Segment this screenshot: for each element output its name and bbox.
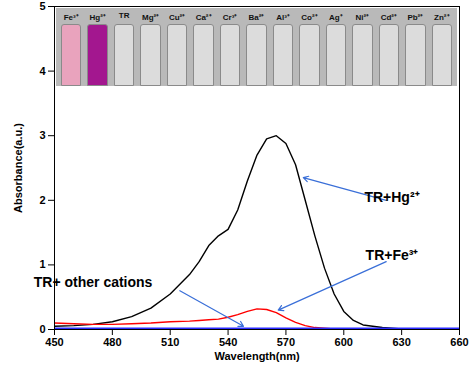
svg-text:4: 4 <box>39 65 46 77</box>
svg-text:Absorbance(a.u.): Absorbance(a.u.) <box>12 123 24 213</box>
html-text:Zn²⁺: Zn²⁺ <box>434 13 450 22</box>
svg-text:450: 450 <box>45 336 63 348</box>
html-text:Cr³⁺: Cr³⁺ <box>222 13 238 22</box>
svg-text:5: 5 <box>39 0 45 12</box>
html-text:Cd²⁺: Cd²⁺ <box>380 13 397 22</box>
html-text:TR: TR <box>118 11 130 20</box>
html-text:Ba²⁺: Ba²⁺ <box>248 13 265 22</box>
html-text:Al³⁺: Al³⁺ <box>276 13 290 22</box>
svg-text:510: 510 <box>161 336 179 348</box>
svg-text:TR+Fe³⁺: TR+Fe³⁺ <box>366 247 419 263</box>
html-text:Ca²⁺: Ca²⁺ <box>195 13 212 22</box>
html-text:Ag⁺: Ag⁺ <box>329 13 343 22</box>
svg-text:TR+Hg²⁺: TR+Hg²⁺ <box>364 189 419 205</box>
svg-text:630: 630 <box>392 336 410 348</box>
svg-text:2: 2 <box>39 194 45 206</box>
html-text:Fe³⁺: Fe³⁺ <box>63 13 79 22</box>
svg-text:660: 660 <box>450 336 468 348</box>
svg-text:600: 600 <box>335 336 353 348</box>
html-text:Hg²⁺: Hg²⁺ <box>89 13 106 22</box>
svg-text:0: 0 <box>39 323 45 335</box>
svg-text:1: 1 <box>39 258 45 270</box>
html-text:Co²⁺: Co²⁺ <box>301 13 318 22</box>
html-text:Cu²⁺: Cu²⁺ <box>168 13 186 22</box>
svg-text:570: 570 <box>277 336 295 348</box>
html-text:Mg²⁺: Mg²⁺ <box>142 13 160 22</box>
html-text:Pb²⁺: Pb²⁺ <box>407 13 424 22</box>
svg-text:Wavelength(nm): Wavelength(nm) <box>214 350 299 362</box>
svg-text:3: 3 <box>39 129 45 141</box>
svg-text:540: 540 <box>219 336 237 348</box>
svg-text:480: 480 <box>103 336 121 348</box>
svg-text:TR+ other cations: TR+ other cations <box>34 274 153 290</box>
html-text:Ni²⁺: Ni²⁺ <box>355 13 370 22</box>
